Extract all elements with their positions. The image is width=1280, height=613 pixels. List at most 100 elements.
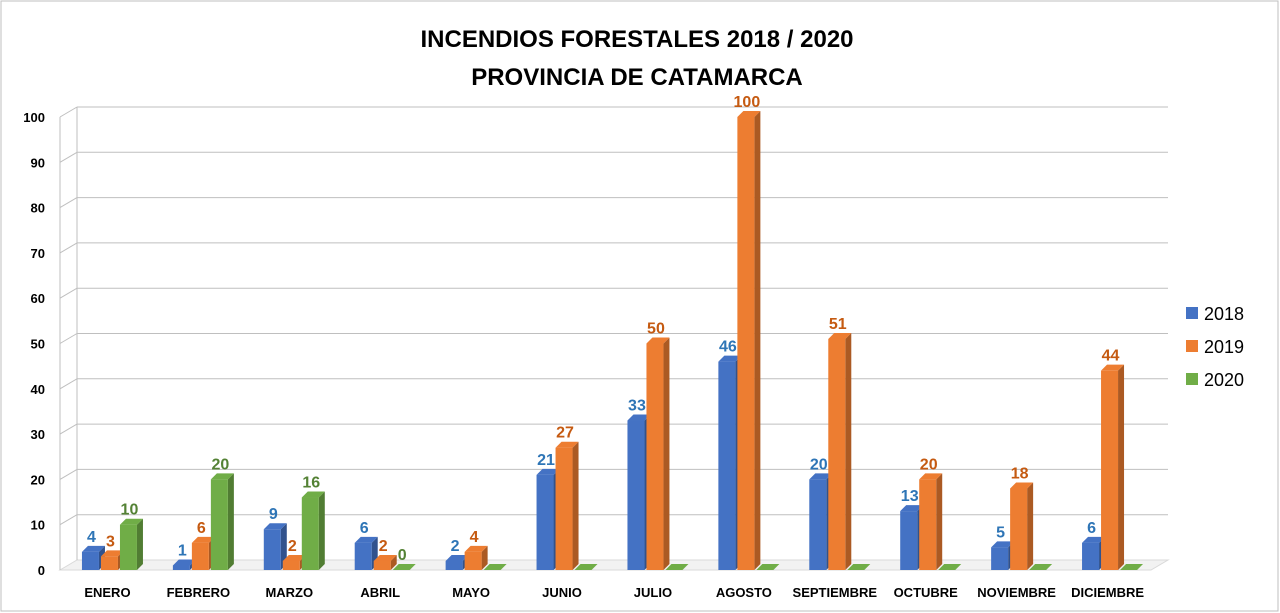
gridline-side <box>59 106 78 118</box>
bar-2020 <box>119 518 143 570</box>
bar-front <box>210 479 228 570</box>
bar-front <box>354 542 372 570</box>
bar-top <box>464 545 488 552</box>
data-label-2018: 13 <box>901 488 919 505</box>
data-label-2019: 3 <box>106 533 115 550</box>
bar-front <box>991 547 1009 570</box>
legend-label-2019: 2019 <box>1204 337 1244 357</box>
legend-label-2018: 2018 <box>1204 304 1244 324</box>
bar-front <box>646 343 664 570</box>
bar-side <box>936 473 943 570</box>
data-label-2019: 100 <box>734 94 761 111</box>
data-label-2019: 44 <box>1102 348 1120 365</box>
y-tick-label: 20 <box>31 472 45 487</box>
data-label-2018: 33 <box>628 398 646 415</box>
bar-2020 <box>756 564 780 570</box>
x-tick-label: NOVIEMBRE <box>977 585 1056 600</box>
bar-front <box>900 511 918 570</box>
bar-front <box>809 479 827 570</box>
data-label-2020: 20 <box>211 456 229 473</box>
bar-front <box>536 474 554 570</box>
bar-top <box>665 564 689 570</box>
x-tick-label: AGOSTO <box>716 585 772 600</box>
data-label-2018: 6 <box>1087 520 1096 537</box>
bar-2020 <box>210 473 234 570</box>
bar-side <box>136 518 143 570</box>
y-tick-label: 90 <box>31 155 45 170</box>
chart-title-line-1: INCENDIOS FORESTALES 2018 / 2020 <box>420 26 853 53</box>
bar-2020 <box>847 564 871 570</box>
y-tick-label: 70 <box>31 246 45 261</box>
bar-top <box>938 564 962 570</box>
data-label-2018: 46 <box>719 339 737 356</box>
data-label-2018: 4 <box>87 529 96 546</box>
bar-front <box>282 560 300 570</box>
bar-front <box>301 497 319 570</box>
bar-side <box>481 545 488 570</box>
data-label-2019: 6 <box>197 520 206 537</box>
bar-top <box>574 564 598 570</box>
legend-swatch-2019 <box>1186 340 1198 352</box>
y-tick-label: 80 <box>31 201 45 216</box>
bar-2020 <box>574 564 598 570</box>
data-label-2018: 5 <box>996 524 1005 541</box>
bar-2020 <box>1120 564 1144 570</box>
bar-top <box>210 473 234 480</box>
bar-top <box>191 536 215 543</box>
legend-label-2020: 2020 <box>1204 370 1244 390</box>
bar-front <box>464 551 482 570</box>
bar-2019 <box>1010 482 1034 570</box>
data-label-2019: 18 <box>1011 465 1029 482</box>
bar-side <box>280 523 287 570</box>
bar-front <box>263 529 281 570</box>
bar-top <box>119 518 143 525</box>
bar-top <box>354 536 378 543</box>
legend-swatch-2018 <box>1186 307 1198 319</box>
data-label-2018: 6 <box>360 520 369 537</box>
bar-2020 <box>938 564 962 570</box>
bar-2018 <box>263 523 287 570</box>
y-tick-label: 10 <box>31 518 45 533</box>
y-tick-label: 0 <box>38 563 45 578</box>
x-tick-label: OCTUBRE <box>894 585 959 600</box>
bar-top <box>1029 564 1053 570</box>
data-label-2019: 27 <box>556 425 574 442</box>
bar-top <box>392 564 416 570</box>
bar-front <box>555 447 573 570</box>
bar-2020 <box>665 564 689 570</box>
bar-front <box>718 361 736 570</box>
data-label-2019: 20 <box>920 456 938 473</box>
bar-front <box>1101 370 1119 570</box>
data-label-2019: 2 <box>379 538 388 555</box>
bar-top <box>282 554 306 561</box>
gridline-side <box>59 468 78 480</box>
bar-side <box>390 554 397 570</box>
bar-top <box>100 550 124 557</box>
bar-top <box>301 491 325 498</box>
bar-2019 <box>737 111 761 570</box>
bar-2019 <box>828 332 852 570</box>
bar-top <box>1010 482 1034 489</box>
bar-side <box>227 473 234 570</box>
x-tick-label: MAYO <box>452 585 490 600</box>
bar-front <box>81 551 99 570</box>
bar-top <box>627 414 651 421</box>
data-label-2018: 2 <box>451 538 460 555</box>
data-label-2018: 20 <box>810 456 828 473</box>
bar-2019 <box>555 441 579 570</box>
bar-front <box>828 338 846 570</box>
bar-front <box>627 420 645 570</box>
bar-side <box>845 332 852 570</box>
gridline-side <box>59 197 78 209</box>
bar-top <box>555 441 579 448</box>
bar-top <box>991 541 1015 548</box>
bar-front <box>919 479 937 570</box>
bar-front <box>100 556 118 570</box>
data-label-2018: 21 <box>537 452 555 469</box>
data-label-2019: 50 <box>647 321 665 338</box>
bar-side <box>1118 364 1125 570</box>
chart-title-line-2: PROVINCIA DE CATAMARCA <box>471 64 803 91</box>
bar-front <box>172 565 190 570</box>
